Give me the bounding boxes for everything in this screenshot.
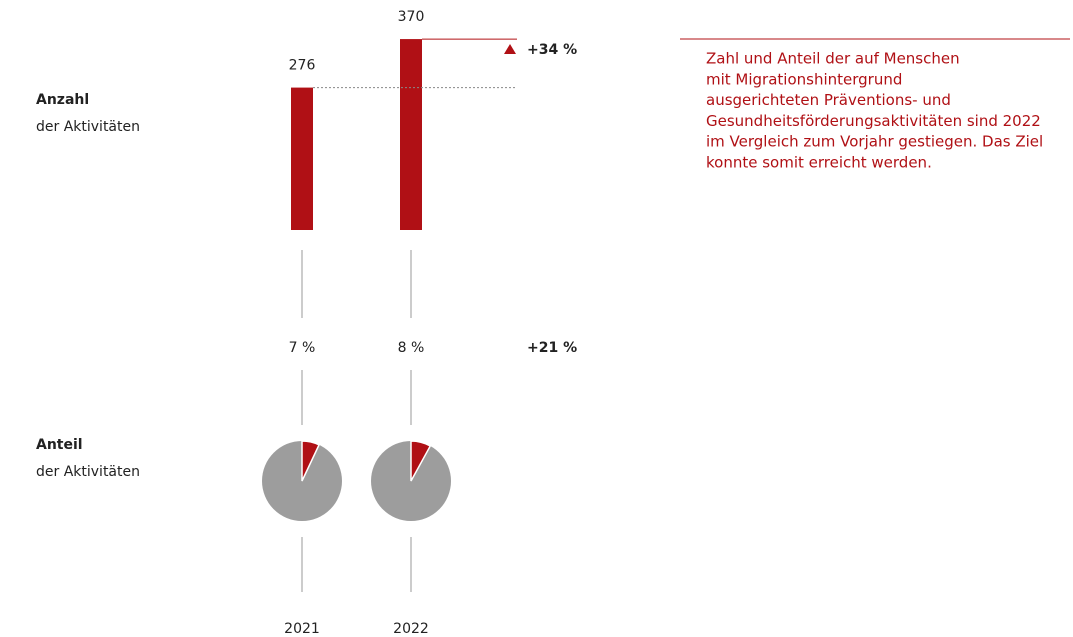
- x-tick-label: 2021: [284, 621, 320, 637]
- bar: [291, 87, 313, 230]
- description-line: Gesundheitsförderungsaktivitäten sind 20…: [706, 112, 1041, 130]
- value-label: 7 %: [289, 340, 316, 356]
- description-line: konnte somit erreicht werden.: [706, 154, 932, 172]
- label: Anzahl: [36, 92, 89, 108]
- value-label: 276: [289, 58, 316, 74]
- description-line: mit Migrationshintergrund: [706, 70, 902, 88]
- change-label: +21 %: [527, 340, 577, 356]
- bar: [400, 39, 422, 230]
- sublabel: der Aktivitäten: [36, 119, 140, 135]
- description-line: ausgerichteten Präventions- und: [706, 91, 951, 109]
- sublabel: der Aktivitäten: [36, 464, 140, 480]
- value-label: 370: [398, 9, 425, 25]
- description-line: Zahl und Anteil der auf Menschen: [706, 50, 960, 68]
- description-line: im Vergleich zum Vorjahr gestiegen. Das …: [706, 133, 1043, 151]
- change-label: +34 %: [527, 42, 577, 58]
- pie-slice: [410, 440, 432, 482]
- pie-slice: [301, 440, 321, 482]
- up-arrow: [504, 44, 516, 54]
- label: Anteil: [36, 437, 83, 453]
- value-label: 8 %: [398, 340, 425, 356]
- x-tick-label: 2022: [393, 621, 429, 637]
